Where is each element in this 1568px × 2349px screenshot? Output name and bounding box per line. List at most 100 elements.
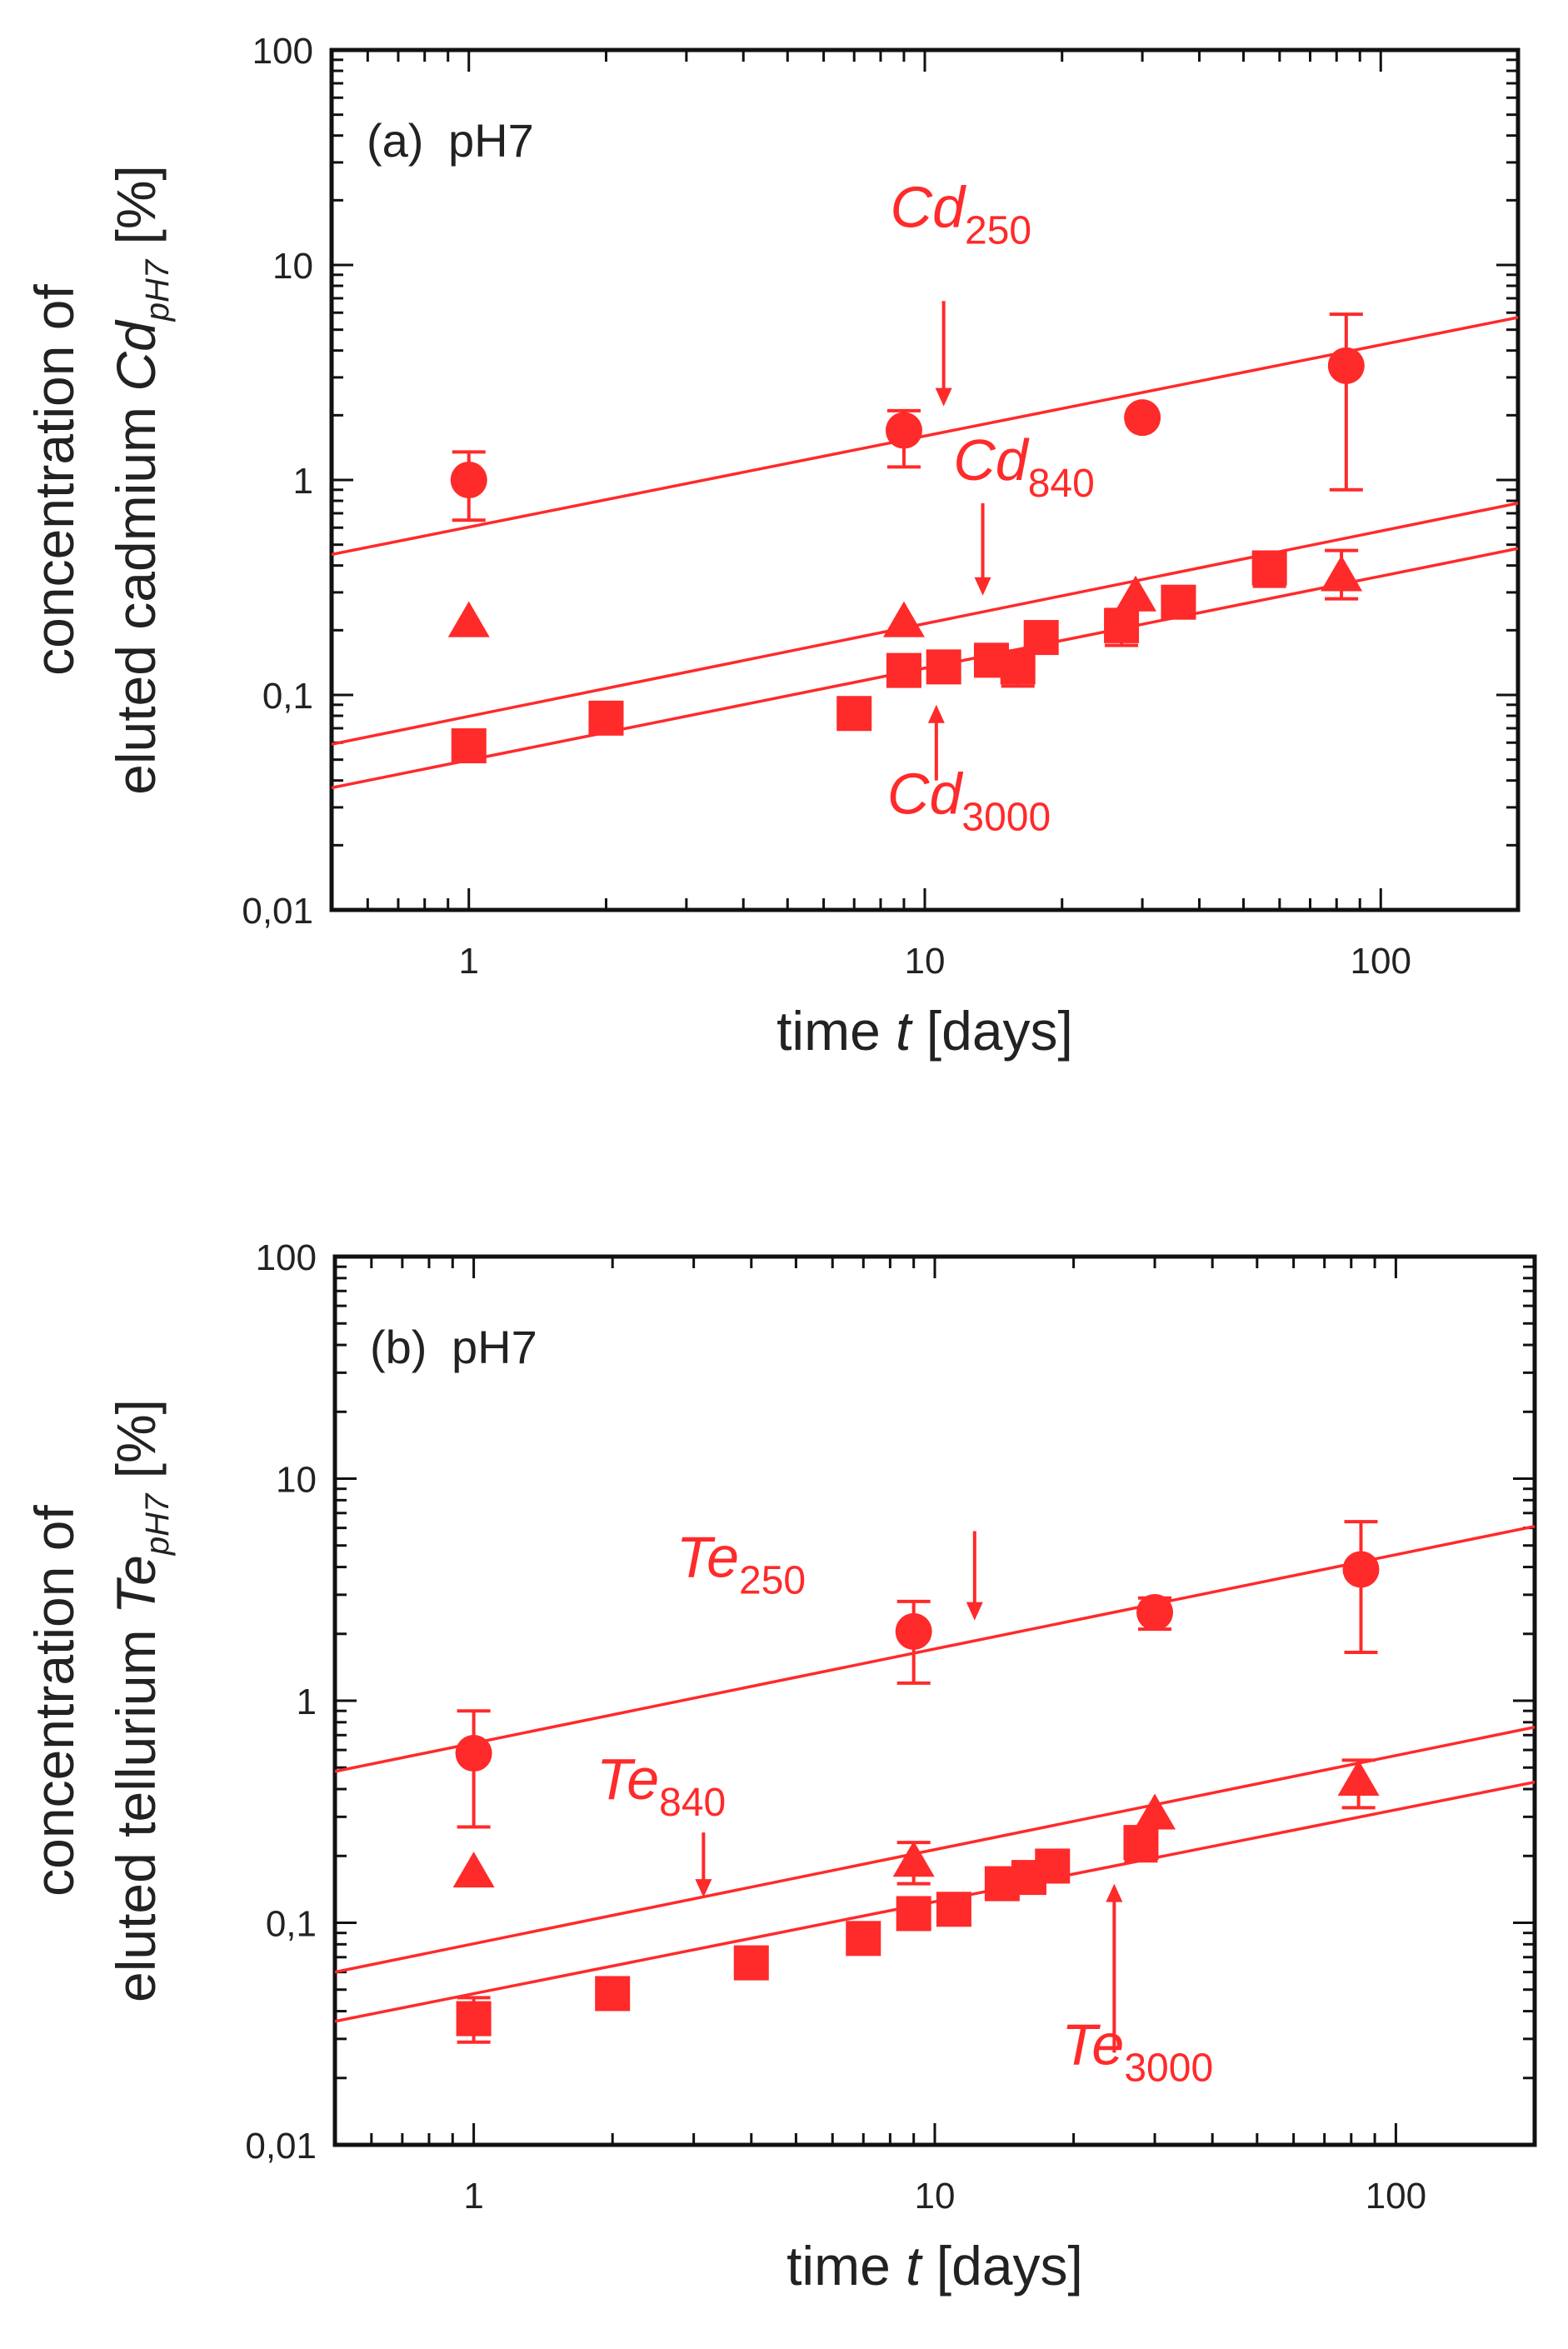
x-axis-title-unit: [days]: [911, 1000, 1072, 1062]
y-axis-title-text: eluted tellurium: [105, 1614, 167, 2002]
y-axis-title-variable: Te: [105, 1555, 167, 1614]
annotation-label-base: Cd: [887, 762, 964, 827]
x-axis-title-variable: t: [906, 2235, 923, 2297]
data-point-circle: [895, 1612, 932, 1650]
annotation-label: Te3000: [1061, 2012, 1213, 2091]
annotation-cd840: Cd840: [953, 427, 1095, 596]
x-axis-title: time t [days]: [777, 1000, 1073, 1062]
annotation-label-base: Te: [597, 1747, 659, 1812]
data-point-square: [456, 2001, 492, 2037]
x-axis-title-text: time: [777, 1000, 896, 1062]
x-tick-label: 1: [463, 2176, 483, 2217]
data-point-square: [926, 649, 961, 685]
annotation-label-base: Cd: [953, 427, 1030, 492]
y-axis-title-subscript: pH7: [139, 1492, 176, 1556]
panel-label-letter: (b): [370, 1321, 427, 1373]
series-te250: [335, 1520, 1535, 1829]
data-point-triangle: [892, 1841, 935, 1877]
y-tick-label: 1: [297, 1682, 317, 1722]
y-axis-title-subscript: pH7: [139, 258, 176, 322]
series-cd250: [332, 312, 1518, 557]
data-point-triangle: [1134, 1793, 1176, 1830]
y-axis-title-unit: [%]: [105, 165, 167, 260]
annotation-arrow-head: [927, 704, 945, 723]
y-axis-title-text: eluted cadmium: [105, 392, 167, 795]
y-axis-title-line1: concentration of: [23, 1505, 85, 1897]
data-point-square: [1104, 607, 1140, 643]
x-axis-title-unit: [days]: [921, 2235, 1082, 2297]
data-point-square: [1000, 649, 1036, 685]
y-tick-label: 100: [252, 31, 313, 72]
annotation-te250: Te250: [677, 1525, 983, 1621]
annotation-label: Cd840: [953, 427, 1095, 506]
data-point-square: [896, 1896, 931, 1932]
x-tick-label: 10: [905, 941, 946, 982]
annotation-label: Cd3000: [887, 762, 1051, 840]
annotation-label-subscript: 250: [739, 1559, 806, 1603]
data-point-triangle: [882, 601, 925, 637]
series-cd840: [332, 502, 1518, 746]
y-tick-label: 1: [293, 461, 313, 502]
chart-panel-1: 1 10 100 0,01 0,1 1 10 100 time t [days] concentr…: [23, 31, 1521, 1062]
x-axis-title-variable: t: [896, 1000, 913, 1062]
x-axis-title-text: time: [786, 2235, 906, 2297]
fit-line: [332, 316, 1518, 557]
annotation-te840: Te840: [597, 1747, 726, 1898]
y-axis-title-variable: Cd: [105, 319, 167, 392]
plot-frame: [332, 1254, 1537, 2147]
y-axis-title-line2: eluted tellurium TepH7 [%]: [105, 1399, 176, 2002]
y-tick-label: 0,01: [242, 891, 313, 932]
series-cd3000: [332, 547, 1518, 790]
y-tick-label: 0,1: [266, 1904, 317, 1945]
data-point-circle: [1124, 399, 1161, 437]
series-te840: [335, 1726, 1535, 1974]
data-point-triangle: [452, 1852, 495, 1888]
panel-label: (a) pH7: [367, 114, 534, 167]
data-point-circle: [1327, 347, 1365, 384]
data-point-triangle: [1115, 575, 1157, 612]
annotation-arrow-head: [1106, 1883, 1123, 1902]
annotation-arrow-head: [695, 1879, 712, 1898]
annotation-label-subscript: 840: [1028, 462, 1095, 506]
data-point-square: [451, 728, 487, 764]
data-point-square: [836, 696, 872, 732]
axis-ticks: [333, 1255, 1536, 2147]
data-point-square: [1035, 1848, 1071, 1884]
data-point-square: [1161, 584, 1196, 620]
annotation-label: Te840: [597, 1747, 726, 1825]
annotation-label: Te250: [677, 1525, 806, 1603]
annotation-label: Cd250: [891, 175, 1032, 253]
data-point-square: [733, 1945, 769, 1981]
y-axis-title-unit: [%]: [105, 1399, 167, 1494]
panel-label-letter: (a): [367, 114, 423, 167]
annotation-arrow-head: [935, 387, 952, 407]
data-point-square: [1023, 620, 1059, 656]
data-point-triangle: [1337, 1760, 1380, 1797]
annotation-label-subscript: 3000: [961, 796, 1051, 840]
y-axis-title-line1: concentration of: [23, 284, 85, 676]
panel-label-condition: pH7: [438, 1321, 537, 1373]
panel-label-condition: pH7: [435, 114, 533, 167]
data-point-square: [588, 700, 624, 736]
data-point-square: [846, 1921, 881, 1957]
y-tick-label: 0,1: [262, 676, 313, 717]
y-tick-label: 100: [256, 1237, 317, 1278]
data-point-square: [1123, 1825, 1159, 1861]
series-te3000: [335, 1780, 1535, 2044]
x-tick-label: 1: [458, 941, 478, 982]
y-axis-title-line2: eluted cadmium CdpH7 [%]: [105, 165, 176, 795]
x-tick-label: 100: [1351, 941, 1411, 982]
annotation-cd3000: Cd3000: [887, 704, 1051, 840]
data-point-circle: [1342, 1551, 1380, 1588]
x-tick-label: 10: [915, 2176, 956, 2217]
data-point-square: [1251, 550, 1287, 586]
y-tick-label: 10: [276, 1460, 317, 1501]
y-tick-label: 10: [272, 246, 313, 287]
data-point-triangle: [447, 601, 490, 637]
annotation-te3000: Te3000: [1061, 1883, 1213, 2091]
annotation-label-subscript: 840: [659, 1781, 726, 1825]
x-axis-title: time t [days]: [786, 2235, 1083, 2297]
annotation-label-subscript: 250: [965, 209, 1031, 253]
panel-label: (b) pH7: [370, 1321, 537, 1373]
